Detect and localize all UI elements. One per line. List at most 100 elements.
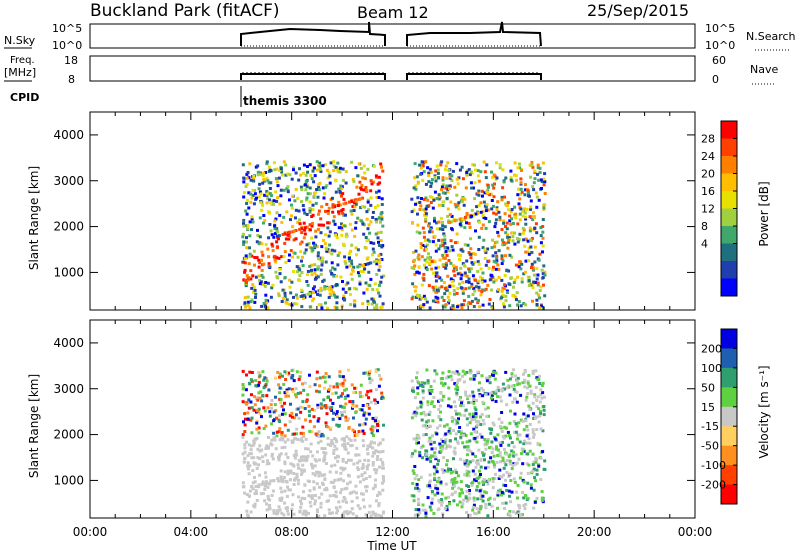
echo-cell (258, 372, 262, 376)
echo-cell (415, 230, 419, 234)
echo-cell (524, 183, 527, 187)
echo-cell (277, 234, 281, 238)
echo-cell (487, 479, 491, 482)
echo-cell (429, 454, 433, 458)
echo-cell (356, 504, 360, 508)
echo-cell (300, 305, 304, 309)
echo-cell (315, 160, 319, 164)
echo-cell (344, 283, 348, 287)
echo-cell (380, 275, 384, 279)
echo-cell (484, 287, 488, 291)
echo-cell (371, 416, 375, 420)
echo-cell (484, 502, 488, 506)
echo-cell (482, 422, 486, 426)
echo-cell (541, 244, 545, 248)
cpid-label: CPID (10, 91, 39, 104)
echo-cell (500, 228, 504, 231)
echo-cell (450, 227, 454, 231)
echo-cell (422, 231, 426, 235)
echo-cell (292, 270, 296, 273)
echo-cell (282, 296, 286, 300)
echo-cell (376, 231, 380, 235)
echo-cell (469, 247, 473, 251)
echo-cell (276, 370, 280, 374)
echo-cell (484, 217, 488, 220)
echo-cell (503, 387, 506, 391)
echo-cell (368, 475, 372, 479)
echo-cell (461, 280, 465, 284)
echo-cell (515, 461, 519, 465)
echo-cell (463, 372, 467, 376)
echo-cell (458, 492, 462, 496)
echo-cell (260, 242, 264, 246)
echo-cell (530, 251, 534, 254)
echo-cell (275, 434, 279, 438)
echo-cell (522, 442, 526, 446)
echo-cell (505, 227, 509, 231)
echo-cell (486, 184, 490, 187)
echo-cell (360, 184, 364, 187)
echo-cell (313, 464, 317, 468)
echo-cell (457, 207, 461, 211)
echo-cell (243, 268, 247, 272)
echo-cell (301, 512, 305, 516)
echo-cell (300, 472, 303, 476)
echo-cell (376, 455, 380, 458)
echo-cell (257, 195, 261, 199)
echo-cell (261, 370, 265, 374)
echo-cell (491, 460, 494, 463)
echo-cell (287, 394, 290, 398)
echo-cell (420, 160, 424, 164)
echo-cell (270, 494, 274, 497)
echo-cell (330, 252, 334, 256)
echo-cell (289, 249, 293, 253)
echo-cell (460, 432, 464, 436)
echo-cell (295, 427, 299, 431)
echo-cell (280, 300, 284, 303)
echo-cell (244, 254, 248, 258)
echo-cell (413, 272, 417, 276)
echo-cell (481, 303, 485, 307)
echo-cell (246, 277, 250, 281)
echo-cell (318, 289, 322, 293)
echo-cell (488, 381, 492, 385)
colorbar-segment (721, 367, 737, 388)
echo-cell (286, 456, 290, 459)
echo-cell (448, 172, 452, 176)
echo-cell (357, 430, 361, 433)
echo-cell (304, 513, 308, 517)
echo-cell (287, 259, 291, 263)
echo-cell (278, 438, 282, 442)
echo-cell (382, 511, 385, 515)
echo-cell (444, 249, 448, 253)
echo-cell (280, 170, 284, 174)
echo-cell (294, 171, 298, 175)
echo-cell (255, 436, 259, 440)
echo-cell (448, 439, 452, 443)
echo-cell (243, 423, 247, 427)
echo-cell (447, 168, 451, 172)
echo-cell (502, 466, 506, 470)
echo-cell (293, 416, 297, 420)
nsky-left-tick-bottom: 10^0 (52, 39, 82, 52)
echo-cell (512, 462, 516, 466)
echo-cell (275, 240, 279, 244)
echo-cell (538, 414, 542, 418)
echo-cell (284, 394, 288, 398)
echo-cell (244, 305, 248, 309)
echo-cell (265, 462, 269, 466)
echo-cell (311, 208, 315, 212)
echo-cell (490, 393, 494, 397)
echo-cell (483, 443, 487, 447)
echo-cell (334, 166, 338, 169)
beam-label: Beam 12 (357, 3, 429, 22)
echo-cell (531, 282, 535, 286)
echo-cell (354, 484, 358, 488)
echo-cell (434, 290, 438, 294)
echo-cell (520, 190, 524, 194)
echo-cell (288, 198, 291, 202)
echo-cell (326, 306, 329, 310)
echo-cell (495, 176, 499, 180)
echo-cell (538, 252, 542, 256)
echo-cell (468, 173, 472, 177)
